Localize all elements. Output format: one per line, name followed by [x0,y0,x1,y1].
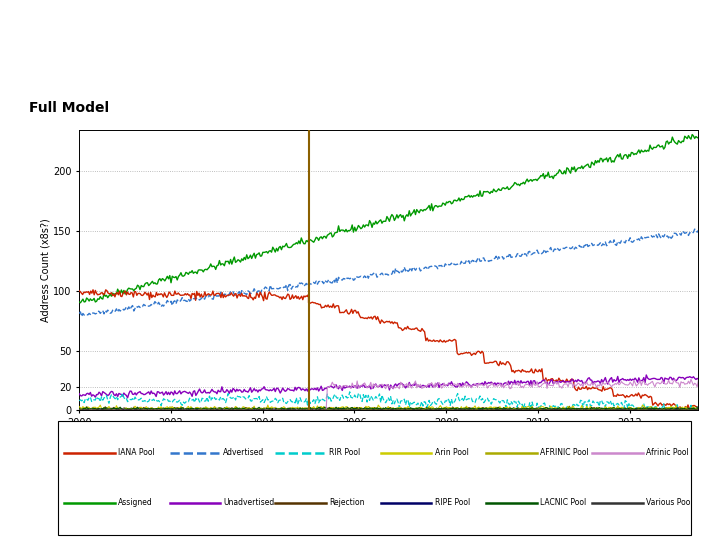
Text: Advertised: Advertised [223,448,265,457]
Text: IANA Pool: IANA Pool [118,448,155,457]
Text: The Address Consumption Model: The Address Consumption Model [103,35,617,63]
Text: RIR Pool: RIR Pool [329,448,360,457]
Text: Rejection: Rejection [329,498,364,508]
FancyBboxPatch shape [58,421,691,535]
Text: Full Model: Full Model [29,101,109,115]
Text: LACNIC Pool: LACNIC Pool [540,498,587,508]
Text: RIPE Pool: RIPE Pool [435,498,470,508]
Y-axis label: Address Count (x8s?): Address Count (x8s?) [40,218,50,322]
Text: Arin Pool: Arin Pool [435,448,469,457]
Text: Afrinic Pool: Afrinic Pool [646,448,688,457]
X-axis label: Date: Date [376,434,402,443]
Text: AFRINIC Pool: AFRINIC Pool [540,448,589,457]
Text: Assigned: Assigned [118,498,153,508]
Text: Unadvertised: Unadvertised [223,498,274,508]
Text: Various Pool: Various Pool [646,498,693,508]
